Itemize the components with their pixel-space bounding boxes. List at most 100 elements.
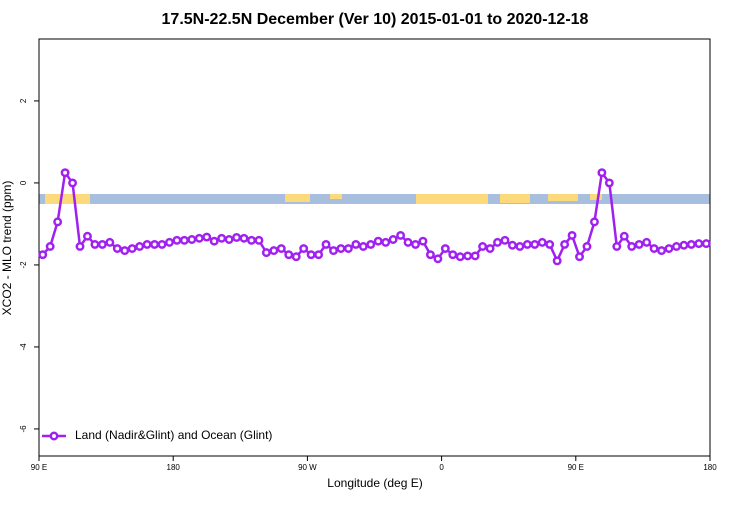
- data-point: [634, 239, 644, 249]
- data-point: [217, 233, 227, 243]
- x-tick-label: 90 E: [568, 463, 584, 472]
- data-point: [53, 217, 63, 227]
- data-point: [97, 239, 107, 249]
- data-point: [440, 244, 450, 253]
- data-point: [75, 242, 85, 251]
- x-tick-label: 180: [167, 463, 181, 472]
- x-tick-label: 90 E: [31, 463, 47, 472]
- data-point: [314, 250, 324, 260]
- data-point: [396, 230, 406, 240]
- data-point: [329, 246, 338, 256]
- data-point: [552, 256, 562, 266]
- land: [548, 194, 578, 201]
- data-point: [127, 244, 137, 253]
- data-point: [448, 250, 458, 260]
- data-point: [209, 236, 219, 246]
- data-point: [403, 237, 413, 247]
- data-point: [351, 239, 361, 249]
- data-point: [381, 237, 391, 247]
- legend-label: Land (Nadir&Glint) and Ocean (Glint): [75, 428, 272, 442]
- land: [285, 194, 310, 202]
- data-point: [68, 178, 78, 188]
- data-point: [135, 242, 145, 251]
- data-point: [701, 239, 711, 249]
- data-point: [425, 250, 435, 260]
- data-point: [343, 244, 353, 253]
- data-point: [261, 248, 271, 258]
- data-point: [649, 244, 659, 253]
- data-point: [194, 233, 204, 243]
- data-point: [627, 242, 637, 251]
- data-point: [291, 252, 301, 262]
- data-point: [642, 237, 652, 247]
- y-tick-label: 0: [19, 180, 28, 185]
- x-axis-label: Longitude (deg E): [327, 476, 422, 490]
- land-ocean-strip: [39, 194, 710, 204]
- data-point: [202, 232, 212, 242]
- data-point: [433, 254, 443, 264]
- data-point: [604, 178, 614, 188]
- x-tick-label: 180: [703, 463, 717, 472]
- data-point: [120, 246, 130, 256]
- y-tick-label: -4: [19, 343, 28, 351]
- data-point: [597, 168, 607, 178]
- data-point: [664, 244, 674, 253]
- data-point: [567, 230, 577, 240]
- data-point: [470, 251, 480, 261]
- data-point: [336, 244, 346, 253]
- data-point: [411, 239, 420, 249]
- data-point: [269, 246, 279, 256]
- land: [330, 194, 342, 199]
- data-point: [187, 235, 197, 244]
- data-point: [463, 251, 473, 261]
- data-point: [179, 235, 189, 245]
- data-point: [224, 235, 234, 244]
- data-point: [239, 233, 249, 243]
- data-point: [388, 235, 398, 244]
- land: [590, 194, 602, 200]
- data-point: [455, 252, 465, 262]
- data-point: [612, 242, 622, 251]
- data-point: [373, 236, 383, 246]
- data-point: [493, 237, 502, 247]
- land: [416, 194, 488, 204]
- x-tick-label: 0: [439, 463, 444, 472]
- data-point: [276, 244, 286, 253]
- data-point: [83, 231, 92, 241]
- data-point: [105, 237, 115, 247]
- data-point: [254, 235, 264, 245]
- y-axis-label: XCO2 - MLO trend (ppm): [0, 181, 14, 316]
- y-tick-label: 2: [19, 98, 28, 103]
- data-point: [679, 240, 689, 250]
- land: [45, 194, 90, 204]
- data-point: [530, 239, 540, 249]
- data-point: [157, 239, 167, 249]
- legend-marker: [49, 431, 59, 441]
- data-point: [672, 242, 681, 251]
- data-point: [45, 242, 55, 251]
- land: [500, 194, 530, 203]
- data-point: [247, 235, 256, 245]
- data-point: [90, 239, 100, 249]
- y-tick-label: -2: [19, 261, 28, 269]
- x-tick-label: 90 W: [298, 463, 317, 472]
- data-point: [38, 250, 48, 260]
- data-point: [657, 246, 666, 256]
- data-point: [418, 236, 428, 246]
- data-point: [582, 242, 592, 251]
- data-point: [500, 235, 510, 245]
- data-point: [686, 239, 696, 249]
- data-point: [232, 233, 242, 242]
- ocean: [39, 194, 710, 204]
- data-point: [537, 237, 547, 247]
- data-point: [478, 242, 488, 251]
- data-point: [589, 217, 599, 227]
- data-point: [150, 239, 160, 249]
- data-point: [142, 239, 152, 249]
- plot-frame: [38, 38, 711, 457]
- data-point: [306, 250, 316, 260]
- data-point: [515, 242, 525, 251]
- data-point: [299, 244, 309, 253]
